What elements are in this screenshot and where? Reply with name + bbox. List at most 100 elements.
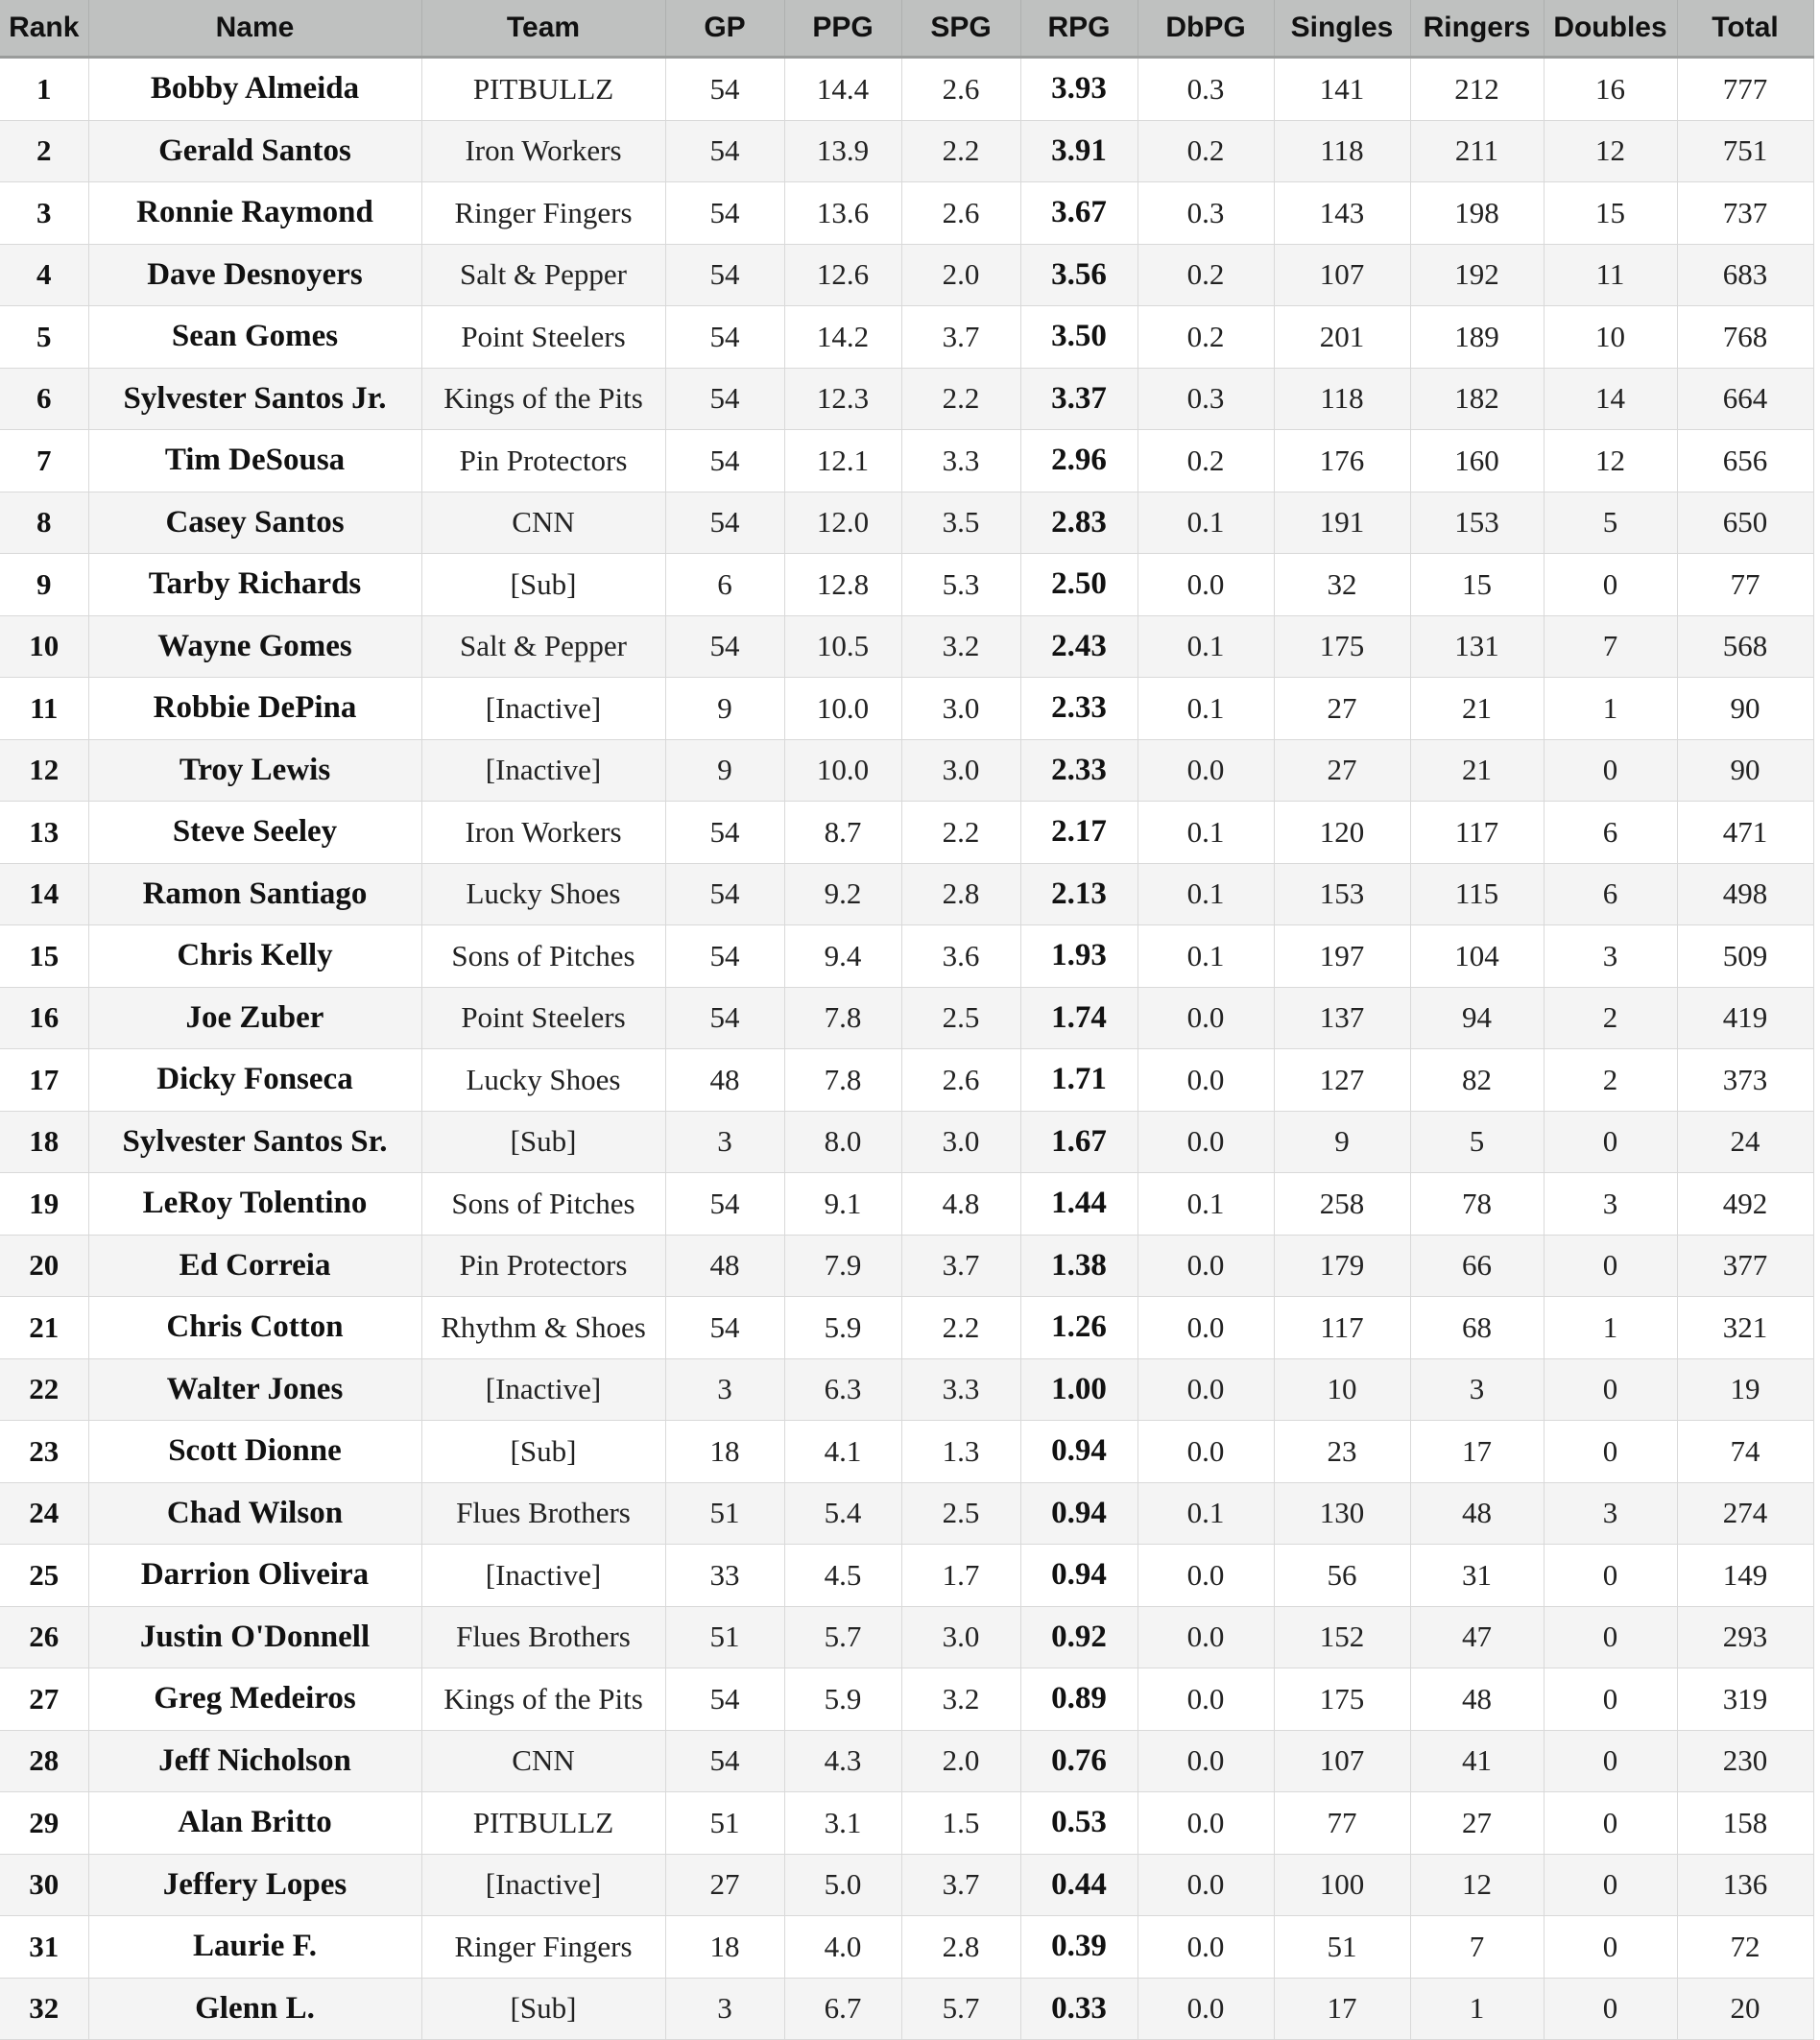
cell-dbpg: 0.1 bbox=[1138, 615, 1275, 678]
cell-ringers: 94 bbox=[1410, 987, 1545, 1049]
cell-name: Glenn L. bbox=[88, 1978, 422, 2040]
cell-rank: 11 bbox=[0, 677, 89, 740]
cell-doubles: 0 bbox=[1544, 1730, 1678, 1792]
cell-doubles: 2 bbox=[1544, 1048, 1678, 1112]
cell-spg: 2.2 bbox=[901, 120, 1021, 182]
cell-singles: 201 bbox=[1274, 305, 1411, 369]
cell-ppg: 6.7 bbox=[784, 1978, 902, 2040]
cell-ppg: 5.7 bbox=[784, 1606, 902, 1668]
cell-dbpg: 0.2 bbox=[1138, 429, 1275, 492]
cell-team: Rhythm & Shoes bbox=[421, 1296, 666, 1359]
column-header-doubles[interactable]: Doubles bbox=[1544, 0, 1678, 59]
cell-rank: 23 bbox=[0, 1420, 89, 1483]
column-header-spg[interactable]: SPG bbox=[901, 0, 1021, 59]
cell-rank: 10 bbox=[0, 615, 89, 678]
column-header-team[interactable]: Team bbox=[421, 0, 666, 59]
cell-spg: 2.2 bbox=[901, 368, 1021, 430]
cell-rank: 20 bbox=[0, 1235, 89, 1297]
cell-team: Salt & Pepper bbox=[421, 244, 666, 306]
table-row: 8 Casey Santos CNN 54 12.0 3.5 2.83 0.1 191 153 5 6… bbox=[0, 492, 1814, 554]
cell-doubles: 0 bbox=[1544, 1544, 1678, 1607]
cell-spg: 2.5 bbox=[901, 987, 1021, 1049]
cell-gp: 54 bbox=[665, 305, 785, 369]
cell-singles: 179 bbox=[1274, 1235, 1411, 1297]
cell-rpg: 0.94 bbox=[1020, 1420, 1138, 1483]
cell-doubles: 2 bbox=[1544, 987, 1678, 1049]
column-header-total[interactable]: Total bbox=[1677, 0, 1814, 59]
table-row: 7 Tim DeSousa Pin Protectors 54 12.1 3.3 2.96 0… bbox=[0, 429, 1814, 492]
cell-rank: 2 bbox=[0, 120, 89, 182]
cell-dbpg: 0.1 bbox=[1138, 863, 1275, 925]
cell-rpg: 2.83 bbox=[1020, 492, 1138, 554]
cell-ppg: 12.0 bbox=[784, 492, 902, 554]
cell-ringers: 21 bbox=[1410, 739, 1545, 802]
cell-singles: 137 bbox=[1274, 987, 1411, 1049]
cell-singles: 120 bbox=[1274, 801, 1411, 864]
cell-dbpg: 0.3 bbox=[1138, 57, 1275, 121]
cell-ringers: 68 bbox=[1410, 1296, 1545, 1359]
header-row: Rank Name Team GP PPG SPG RPG DbPG Singles Ringer… bbox=[0, 0, 1814, 59]
cell-ringers: 115 bbox=[1410, 863, 1545, 925]
cell-team: CNN bbox=[421, 1730, 666, 1792]
cell-team: [Inactive] bbox=[421, 1854, 666, 1916]
cell-rank: 7 bbox=[0, 429, 89, 492]
cell-ringers: 47 bbox=[1410, 1606, 1545, 1668]
cell-total: 293 bbox=[1677, 1606, 1814, 1668]
cell-ringers: 198 bbox=[1410, 181, 1545, 245]
cell-ringers: 189 bbox=[1410, 305, 1545, 369]
column-header-ringers[interactable]: Ringers bbox=[1410, 0, 1545, 59]
cell-dbpg: 0.1 bbox=[1138, 1482, 1275, 1545]
cell-rpg: 0.39 bbox=[1020, 1915, 1138, 1979]
column-header-rank[interactable]: Rank bbox=[0, 0, 89, 59]
cell-name: Dave Desnoyers bbox=[88, 244, 422, 306]
cell-ringers: 104 bbox=[1410, 924, 1545, 988]
column-header-name[interactable]: Name bbox=[88, 0, 422, 59]
table-row: 29 Alan Britto PITBULLZ 51 3.1 1.5 0.53 0.0 77 27… bbox=[0, 1791, 1814, 1855]
table-row: 21 Chris Cotton Rhythm & Shoes 54 5.9 2.2 1.26… bbox=[0, 1296, 1814, 1359]
cell-rank: 5 bbox=[0, 305, 89, 369]
cell-name: Scott Dionne bbox=[88, 1420, 422, 1483]
cell-rpg: 3.50 bbox=[1020, 305, 1138, 369]
table-row: 19 LeRoy Tolentino Sons of Pitches 54 9.1 4.8… bbox=[0, 1172, 1814, 1236]
cell-singles: 197 bbox=[1274, 924, 1411, 988]
cell-rpg: 0.94 bbox=[1020, 1482, 1138, 1545]
column-header-dbpg[interactable]: DbPG bbox=[1138, 0, 1275, 59]
cell-singles: 117 bbox=[1274, 1296, 1411, 1359]
cell-spg: 2.2 bbox=[901, 1296, 1021, 1359]
cell-team: Flues Brothers bbox=[421, 1606, 666, 1668]
cell-ppg: 5.9 bbox=[784, 1296, 902, 1359]
cell-ringers: 192 bbox=[1410, 244, 1545, 306]
cell-total: 20 bbox=[1677, 1978, 1814, 2040]
cell-name: Joe Zuber bbox=[88, 987, 422, 1049]
column-header-gp[interactable]: GP bbox=[665, 0, 785, 59]
column-header-singles[interactable]: Singles bbox=[1274, 0, 1411, 59]
cell-name: Chad Wilson bbox=[88, 1482, 422, 1545]
cell-dbpg: 0.1 bbox=[1138, 801, 1275, 864]
cell-rank: 24 bbox=[0, 1482, 89, 1545]
cell-rpg: 2.96 bbox=[1020, 429, 1138, 492]
table-row: 12 Troy Lewis [Inactive] 9 10.0 3.0 2.33 0.0 27 2… bbox=[0, 739, 1814, 802]
cell-ppg: 6.3 bbox=[784, 1358, 902, 1421]
cell-team: Kings of the Pits bbox=[421, 1668, 666, 1731]
cell-team: [Sub] bbox=[421, 1111, 666, 1173]
table-row: 1 Bobby Almeida PITBULLZ 54 14.4 2.6 3.93 0.3 14… bbox=[0, 57, 1814, 121]
cell-rank: 31 bbox=[0, 1915, 89, 1979]
cell-doubles: 0 bbox=[1544, 1111, 1678, 1173]
cell-ppg: 7.8 bbox=[784, 987, 902, 1049]
cell-ringers: 117 bbox=[1410, 801, 1545, 864]
cell-name: Walter Jones bbox=[88, 1358, 422, 1421]
cell-team: Lucky Shoes bbox=[421, 1048, 666, 1112]
column-header-ppg[interactable]: PPG bbox=[784, 0, 902, 59]
cell-name: Gerald Santos bbox=[88, 120, 422, 182]
cell-team: [Inactive] bbox=[421, 1358, 666, 1421]
table-row: 24 Chad Wilson Flues Brothers 51 5.4 2.5 0.94 0… bbox=[0, 1482, 1814, 1545]
cell-doubles: 1 bbox=[1544, 677, 1678, 740]
column-header-rpg[interactable]: RPG bbox=[1020, 0, 1138, 59]
cell-singles: 127 bbox=[1274, 1048, 1411, 1112]
cell-ringers: 48 bbox=[1410, 1668, 1545, 1731]
cell-rpg: 3.56 bbox=[1020, 244, 1138, 306]
cell-rank: 16 bbox=[0, 987, 89, 1049]
cell-dbpg: 0.0 bbox=[1138, 1606, 1275, 1668]
cell-ppg: 7.9 bbox=[784, 1235, 902, 1297]
cell-ppg: 5.4 bbox=[784, 1482, 902, 1545]
